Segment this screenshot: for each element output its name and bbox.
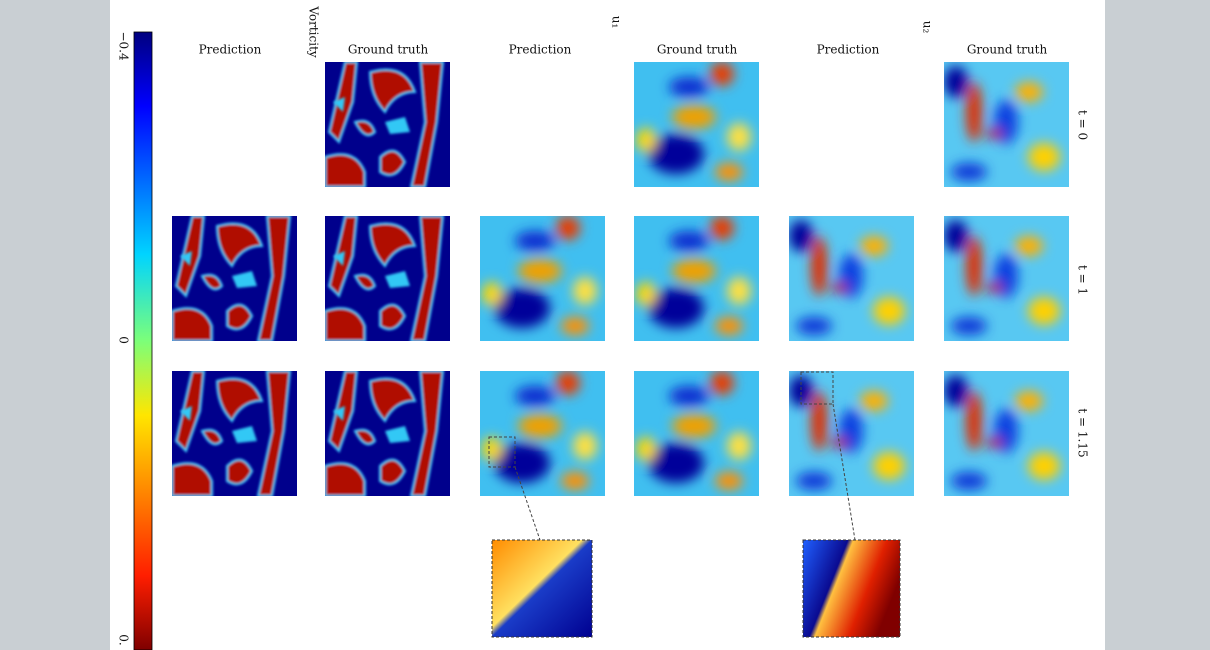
heatmap [325, 371, 450, 496]
column-header: Ground truth [967, 43, 1048, 57]
group-label: u₂ [921, 21, 935, 34]
colorbar-label: 0. [117, 634, 131, 645]
colorbar-label: 0 [117, 336, 131, 344]
heatmap [480, 371, 605, 496]
row-label: t = 1 [1076, 265, 1090, 295]
heatmap [325, 62, 450, 187]
column-header: Ground truth [348, 43, 429, 57]
group-label: Vorticity [307, 5, 321, 58]
column-header: Ground truth [657, 43, 738, 57]
column-header: Prediction [817, 43, 880, 57]
column-header: Prediction [509, 43, 572, 57]
heatmap [480, 216, 605, 341]
colorbar-label: −0.4 [117, 31, 131, 61]
column-header: Prediction [199, 43, 262, 57]
heatmap [789, 216, 914, 341]
inset [802, 539, 901, 638]
zoom-markers [488, 371, 856, 541]
heatmap [172, 216, 297, 341]
colorbar [133, 31, 153, 650]
heatmap [172, 371, 297, 496]
row-label: t = 1.15 [1076, 408, 1090, 457]
group-label: u₁ [610, 16, 624, 29]
heatmap [325, 216, 450, 341]
heatmap [634, 62, 759, 187]
heatmap [634, 371, 759, 496]
heatmap [944, 62, 1069, 187]
heatmap [944, 216, 1069, 341]
row-label: t = 0 [1076, 110, 1090, 140]
heatmap [944, 371, 1069, 496]
inset [491, 539, 593, 638]
heatmap [789, 371, 914, 496]
heatmap [634, 216, 759, 341]
